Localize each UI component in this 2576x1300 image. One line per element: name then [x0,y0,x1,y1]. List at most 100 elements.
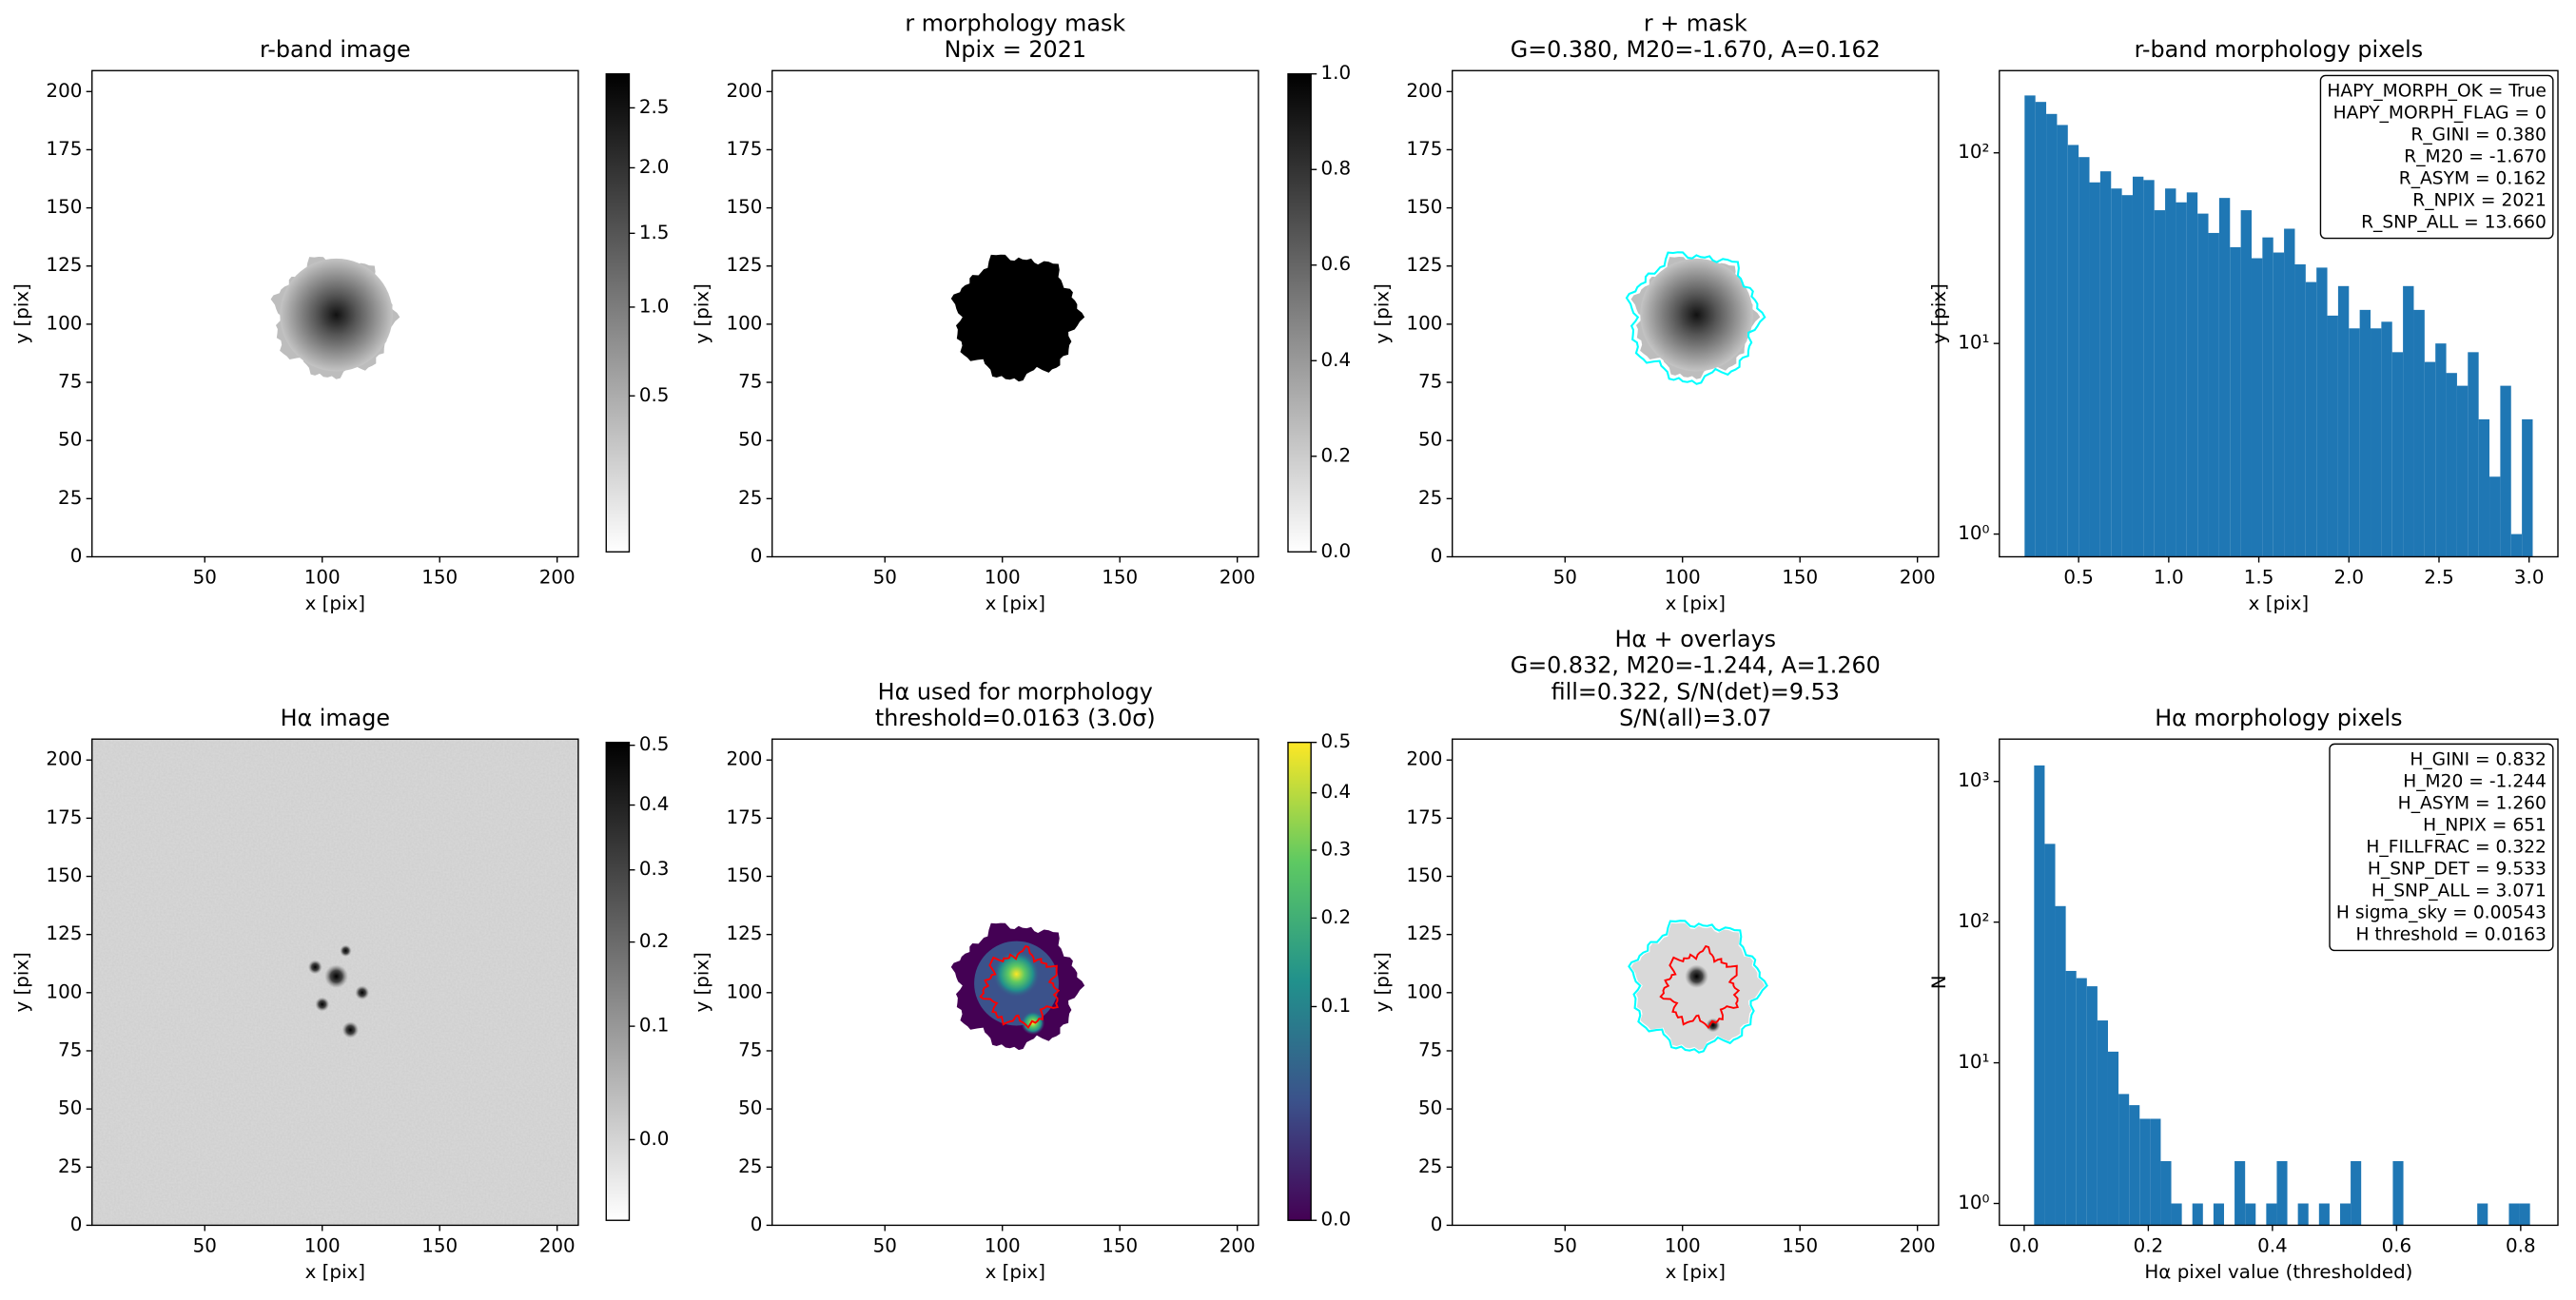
y-tick-label: 75 [58,1038,82,1060]
annotation-line: R_M20 = -1.670 [2404,147,2547,167]
bar [2477,1203,2488,1226]
y-tick-label: 150 [46,864,82,886]
y-tick-label: 50 [1418,429,1442,451]
x-tick-label: 0.6 [2382,1234,2412,1256]
y-tick-label: 75 [738,1038,762,1060]
bar [2489,476,2501,557]
bar [2197,213,2209,557]
colorbar-tick-label: 0.4 [639,793,670,815]
y-tick-label: 200 [46,748,82,770]
panel: 50 100 150 200 0 25 50 75 100 125 150 175 200 x [pix]… [1372,626,1940,1283]
y-axis-label: y [pix] [11,952,33,1012]
bar [2154,210,2166,557]
y-tick-label: 125 [1406,922,1442,944]
colorbar-tick-label: 0.5 [639,733,670,755]
axes-frame [1452,738,1940,1227]
bar [2035,102,2047,557]
x-tick-label: 0.4 [2257,1234,2288,1256]
panel-title: r morphology mask [905,10,1125,36]
y-tick-label: 75 [1418,1038,1442,1060]
bar [2305,281,2317,557]
bar [2276,1160,2288,1226]
y-tick-label: 175 [46,138,82,160]
colorbar-tick-label: 0.5 [1321,730,1352,752]
galaxy-core [280,258,393,372]
axes-frame [771,738,1259,1227]
annotation-line: H_ASYM = 1.260 [2398,793,2547,813]
x-tick-label: 200 [1220,1234,1256,1256]
annotation-line: H threshold = 0.0163 [2355,924,2546,944]
y-tick-label: 125 [46,254,82,276]
bar [2297,1203,2309,1226]
bar [2294,263,2306,557]
x-tick-label: 100 [304,566,341,588]
x-tick-label: 100 [1665,1234,1701,1256]
colorbar [605,73,631,553]
bar [2251,258,2263,557]
colorbar-tick-label: 0.2 [1321,906,1352,928]
colorbar-tick-label: 0.5 [639,384,670,406]
y-tick-label: 175 [726,138,762,160]
colorbar [1287,73,1312,553]
panel-title: r-band morphology pixels [2135,36,2424,63]
y-tick-label: 100 [46,980,82,1002]
x-tick-label: 200 [1220,566,1256,588]
y-tick-label: 150 [726,864,762,886]
bar [2413,309,2425,557]
bar [2160,1160,2172,1226]
y-axis-label: y [pix] [692,952,713,1012]
y-tick-label: 125 [46,922,82,944]
y-tick-label: 10⁰ [1958,1192,1989,1213]
ha-peak [992,950,1041,998]
detection-contour [979,944,1061,1030]
y-tick-label: 175 [1406,138,1442,160]
bar [2034,765,2045,1226]
axes-frame [91,738,579,1227]
panel: 50 100 150 200 0 25 50 75 100 125 150 175 200 x [pix]… [11,36,670,614]
bar [2424,361,2436,557]
y-tick-label: 125 [1406,254,1442,276]
detection-contour [1659,944,1741,1030]
bar [2218,198,2231,557]
colorbar-tick-label: 0.2 [639,930,670,952]
y-tick-label: 75 [738,371,762,393]
bar [2057,125,2068,557]
annotation-line: H_FILLFRAC = 0.322 [2366,837,2547,857]
image [1628,920,1768,1054]
ha-knot [307,960,322,975]
bar [2024,95,2036,557]
bar [2284,228,2295,557]
x-tick-label: 100 [304,1234,341,1256]
colorbar-tick-label: 0.2 [1321,444,1352,466]
bar [2522,418,2533,557]
ha-knot [342,1021,360,1038]
x-tick-label: 1.5 [2244,566,2274,588]
y-tick-label: 50 [738,429,762,451]
bar [2337,285,2350,557]
x-tick-label: 2.0 [2333,566,2364,588]
x-tick-label: 50 [873,566,897,588]
y-tick-label: 25 [1418,1155,1442,1177]
bar [2213,1203,2224,1226]
image [1625,251,1766,385]
image [950,254,1085,382]
y-tick-label: 100 [46,312,82,334]
bar [2456,385,2469,557]
bar [2403,285,2414,557]
y-tick-label: 125 [726,922,762,944]
annotation-line: R_SNP_ALL = 13.660 [2361,212,2547,232]
y-tick-label: 0 [751,1213,763,1235]
y-tick-label: 175 [1406,806,1442,828]
panel-title: Hα image [281,705,390,731]
bar [2139,1118,2151,1226]
y-axis-label: y [pix] [692,283,713,343]
bar [2446,373,2457,557]
ha-knot [1021,1011,1045,1035]
bar [2468,352,2479,557]
bar [2208,232,2219,557]
colorbar-tick-label: 0.4 [1321,349,1352,371]
x-tick-label: 200 [539,1234,576,1256]
x-tick-label: 0.0 [2009,1234,2039,1256]
colorbar-tick-label: 0.6 [1321,253,1352,275]
